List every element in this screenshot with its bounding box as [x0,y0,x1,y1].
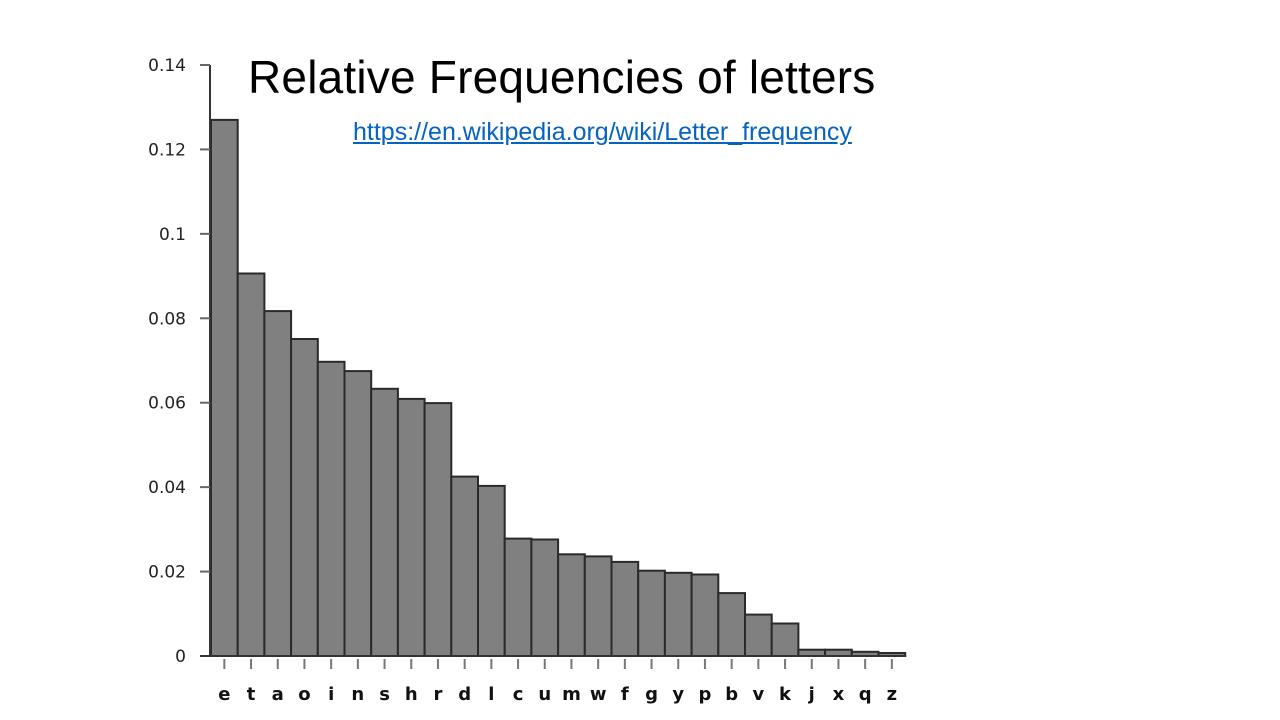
x-tick-label: d [458,684,471,705]
bar-u [530,538,560,657]
slide-title: Relative Frequencies of letters [248,51,876,103]
bar-n [343,370,373,657]
bar-d [450,475,479,657]
x-tick-label: x [833,684,845,705]
x-tick-label: z [887,684,897,705]
bar-c [503,537,533,657]
bar-h [396,397,426,657]
y-tick-label: 0.08 [148,309,186,329]
bar-l [477,484,506,657]
bar-b [717,592,746,657]
x-tick-label: g [645,684,658,705]
source-link[interactable]: https://en.wikipedia.org/wiki/Letter_fre… [353,118,852,146]
bar-g [637,569,666,658]
bar-m [557,553,586,657]
x-tick-label: b [725,684,738,705]
x-tick-label: i [328,684,334,705]
y-tick-label: 0.06 [148,394,186,414]
bar-f [610,560,640,658]
x-tick-label: q [859,684,872,705]
bar-group [210,118,907,658]
bar-p [690,573,720,657]
bar-k [770,622,800,657]
x-tick-label: e [218,684,230,705]
bar-t [236,272,266,657]
bar-o [290,338,319,657]
x-tick-label: v [752,684,764,705]
x-tick-label: s [379,684,390,705]
x-tick-label: j [808,684,815,705]
x-tick-label: u [538,684,551,705]
x-tick-label: k [779,684,792,705]
y-tick-label: 0.04 [148,478,186,498]
bar-w [583,555,613,658]
bar-s [370,387,399,657]
bar-v [744,613,773,657]
x-tick-label: m [562,684,581,705]
bar-e [210,118,239,657]
x-tick-label: o [298,684,310,705]
bar-a [263,310,293,657]
x-tick-label: p [699,684,712,705]
x-tick-label: f [621,684,629,705]
x-tick-label: w [590,684,607,705]
x-tick-label: a [272,684,284,705]
y-axis: 0 0.02 0.04 0.06 0.08 0.1 0.12 0.14 [148,56,211,667]
y-tick-label: 0.14 [148,56,186,76]
bar-i [316,360,346,657]
bar-y [663,571,693,657]
bar-r [423,402,453,657]
x-tick-label: h [405,684,418,705]
y-tick-label: 0.02 [148,563,186,583]
y-tick-label: 0.12 [148,140,186,160]
x-tick-label: t [247,684,256,705]
x-tick-label: n [351,684,364,705]
x-tick-label: y [672,684,684,705]
y-tick-label: 0.1 [159,225,186,245]
x-tick-label: l [488,684,494,705]
x-tick-label: r [434,684,443,705]
x-tick-label: c [513,684,524,705]
y-tick-label: 0 [175,647,186,667]
